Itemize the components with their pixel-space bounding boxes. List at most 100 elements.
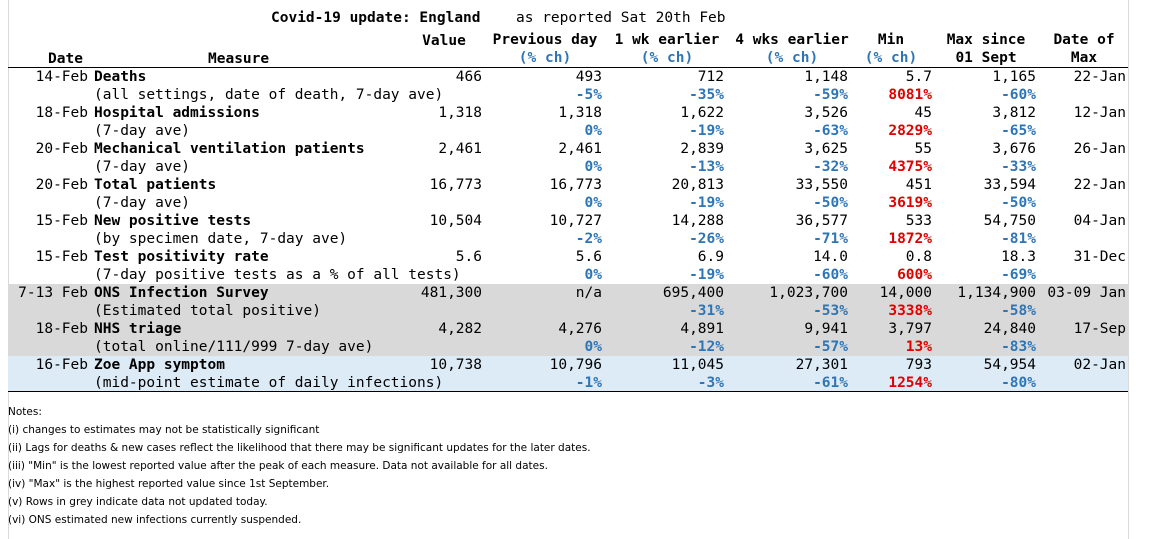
note-item: (iii) "Min" is the lowest reported value… <box>8 460 548 472</box>
row-value: 481,300 <box>420 285 482 301</box>
row-measure-sub: (Estimated total positive) <box>94 303 321 319</box>
row-wk1-ch: -19% <box>689 123 724 139</box>
row-prev: 4,276 <box>558 321 602 337</box>
row-date: 20-Feb <box>35 177 88 193</box>
row-wk1-ch: -31% <box>689 303 724 319</box>
row-prev: 10,796 <box>549 357 602 373</box>
row-prev-ch: 0% <box>584 339 602 355</box>
header-measure: Measure <box>208 51 270 67</box>
row-prev: 5.6 <box>575 249 602 265</box>
row-datemax: 17-Sep <box>1073 321 1126 337</box>
row-wk4: 36,577 <box>795 213 848 229</box>
row-wk4: 1,023,700 <box>769 285 848 301</box>
row-prev: 493 <box>575 69 602 85</box>
row-measure-sub: (7-day positive tests as a % of all test… <box>94 267 461 283</box>
row-wk4: 14.0 <box>813 249 848 265</box>
row-measure: NHS triage <box>94 321 182 337</box>
row-wk1: 712 <box>697 69 724 85</box>
header-wk4-sub: (% ch) <box>765 50 819 66</box>
header-wk1: 1 wk earlier <box>614 32 720 48</box>
row-wk1: 6.9 <box>697 249 724 265</box>
row-wk1-ch: -26% <box>689 231 724 247</box>
header-wk4: 4 wks earlier <box>735 32 849 48</box>
row-wk4-ch: -53% <box>813 303 848 319</box>
row-min-ch: 600% <box>897 267 932 283</box>
row-wk4-ch: -71% <box>813 231 848 247</box>
row-min: 5.7 <box>905 69 932 85</box>
row-prev: 1,318 <box>558 105 602 121</box>
sheet-title: Covid-19 update: England <box>271 10 481 26</box>
row-min: 0.8 <box>905 249 932 265</box>
row-min: 55 <box>914 141 932 157</box>
row-date: 20-Feb <box>35 141 88 157</box>
note-item: (v) Rows in grey indicate data not updat… <box>8 496 268 508</box>
table-bottom-rule <box>8 391 1128 392</box>
row-value: 5.6 <box>455 249 482 265</box>
row-measure: Total patients <box>94 177 217 193</box>
row-measure: Mechanical ventilation patients <box>94 141 365 157</box>
row-max-ch: -69% <box>1001 267 1036 283</box>
row-prev: 16,773 <box>549 177 602 193</box>
row-min-ch: 1254% <box>888 375 932 391</box>
row-wk1: 20,813 <box>671 177 724 193</box>
row-wk4: 3,625 <box>804 141 848 157</box>
row-datemax: 22-Jan <box>1073 69 1126 85</box>
row-min-ch: 1872% <box>888 231 932 247</box>
row-measure-sub: (mid-point estimate of daily infections) <box>94 375 444 391</box>
row-measure-sub: (7-day ave) <box>94 159 191 175</box>
row-date: 18-Feb <box>35 321 88 337</box>
row-min: 45 <box>914 105 932 121</box>
header-min: Min <box>877 32 905 48</box>
row-max: 54,750 <box>983 213 1036 229</box>
row-measure-sub: (7-day ave) <box>94 123 191 139</box>
row-datemax: 22-Jan <box>1073 177 1126 193</box>
row-datemax: 12-Jan <box>1073 105 1126 121</box>
row-measure: Deaths <box>94 69 147 85</box>
row-min-ch: 3619% <box>888 195 932 211</box>
gridline <box>1128 0 1129 539</box>
row-date: 15-Feb <box>35 249 88 265</box>
row-datemax: 03-09 Jan <box>1047 285 1126 301</box>
row-max: 3,676 <box>992 141 1036 157</box>
row-prev-ch: -5% <box>575 87 602 103</box>
row-min-ch: 2829% <box>888 123 932 139</box>
row-value: 4,282 <box>438 321 482 337</box>
notes-heading: Notes: <box>8 406 42 418</box>
row-wk1: 14,288 <box>671 213 724 229</box>
header-value: Value <box>422 33 466 49</box>
report-date: as reported Sat 20th Feb <box>516 10 726 26</box>
row-min-ch: 4375% <box>888 159 932 175</box>
row-min: 3,797 <box>888 321 932 337</box>
header-max: Max since <box>946 32 1026 48</box>
row-prev-ch: -1% <box>575 375 602 391</box>
row-measure: Zoe App symptom <box>94 357 225 373</box>
row-date: 15-Feb <box>35 213 88 229</box>
row-measure: New positive tests <box>94 213 252 229</box>
row-max-ch: -50% <box>1001 195 1036 211</box>
row-max-ch: -83% <box>1001 339 1036 355</box>
row-wk1-ch: -19% <box>689 267 724 283</box>
row-min: 533 <box>905 213 932 229</box>
row-min: 451 <box>905 177 932 193</box>
note-item: (vi) ONS estimated new infections curren… <box>8 514 302 526</box>
note-item: (ii) Lags for deaths & new cases reflect… <box>8 442 591 454</box>
row-wk1-ch: -35% <box>689 87 724 103</box>
row-wk4: 3,526 <box>804 105 848 121</box>
highlight-row-band <box>8 356 1128 392</box>
header-datemax-sub: Max <box>1070 50 1098 66</box>
row-value: 1,318 <box>438 105 482 121</box>
note-item: (i) changes to estimates may not be stat… <box>8 424 320 436</box>
row-date: 7-13 Feb <box>18 285 88 301</box>
row-max-ch: -60% <box>1001 87 1036 103</box>
row-min: 14,000 <box>879 285 932 301</box>
row-prev: 10,727 <box>549 213 602 229</box>
row-prev: n/a <box>575 285 602 301</box>
header-date: Date <box>48 51 83 67</box>
header-prev-day: Previous day <box>492 32 598 48</box>
row-min: 793 <box>905 357 932 373</box>
row-value: 2,461 <box>438 141 482 157</box>
row-wk4-ch: -63% <box>813 123 848 139</box>
row-datemax: 26-Jan <box>1073 141 1126 157</box>
row-wk4: 1,148 <box>804 69 848 85</box>
